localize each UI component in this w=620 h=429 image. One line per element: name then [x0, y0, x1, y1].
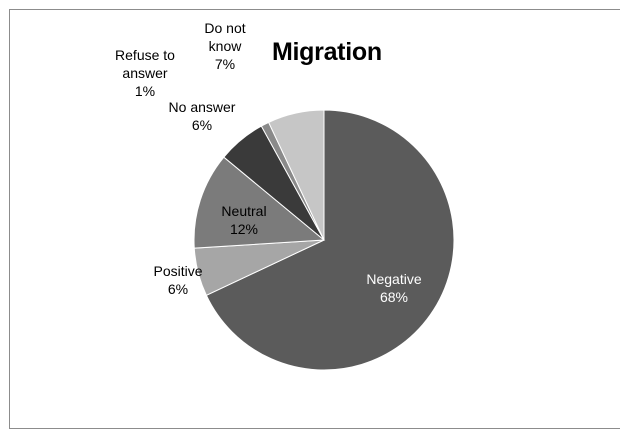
- pie-percent-label: 12%: [230, 221, 258, 237]
- pie-percent-label: 7%: [215, 56, 235, 72]
- pie-slices: [193, 109, 455, 371]
- pie-percent-label: 6%: [192, 117, 212, 133]
- pie-label-positive: Positive 6%: [153, 263, 202, 297]
- pie-slice-do-not-know: [267, 109, 325, 241]
- pie-percent-label: 68%: [380, 289, 408, 305]
- pie-label-refuse-to-answer: Refuse to answer 1%: [115, 47, 175, 99]
- pie-slice-negative: [205, 109, 455, 371]
- pie-label-negative: Negative 68%: [366, 271, 421, 305]
- pie-label-neutral: Neutral 12%: [221, 203, 266, 237]
- pie-percent-label: 6%: [168, 281, 188, 297]
- pie-chart: Negative 68% Positive 6% Neutral 12% No answer…: [115, 20, 455, 371]
- pie-percent-label: 1%: [135, 83, 155, 99]
- pie-labels: Negative 68% Positive 6% Neutral 12% No answer…: [115, 20, 422, 305]
- pie-label-do-not-know: Do not know 7%: [204, 20, 245, 72]
- chart-title: Migration: [272, 38, 382, 66]
- pie-slice-neutral: [193, 156, 326, 249]
- pie-label-no-answer: No answer 6%: [169, 99, 236, 133]
